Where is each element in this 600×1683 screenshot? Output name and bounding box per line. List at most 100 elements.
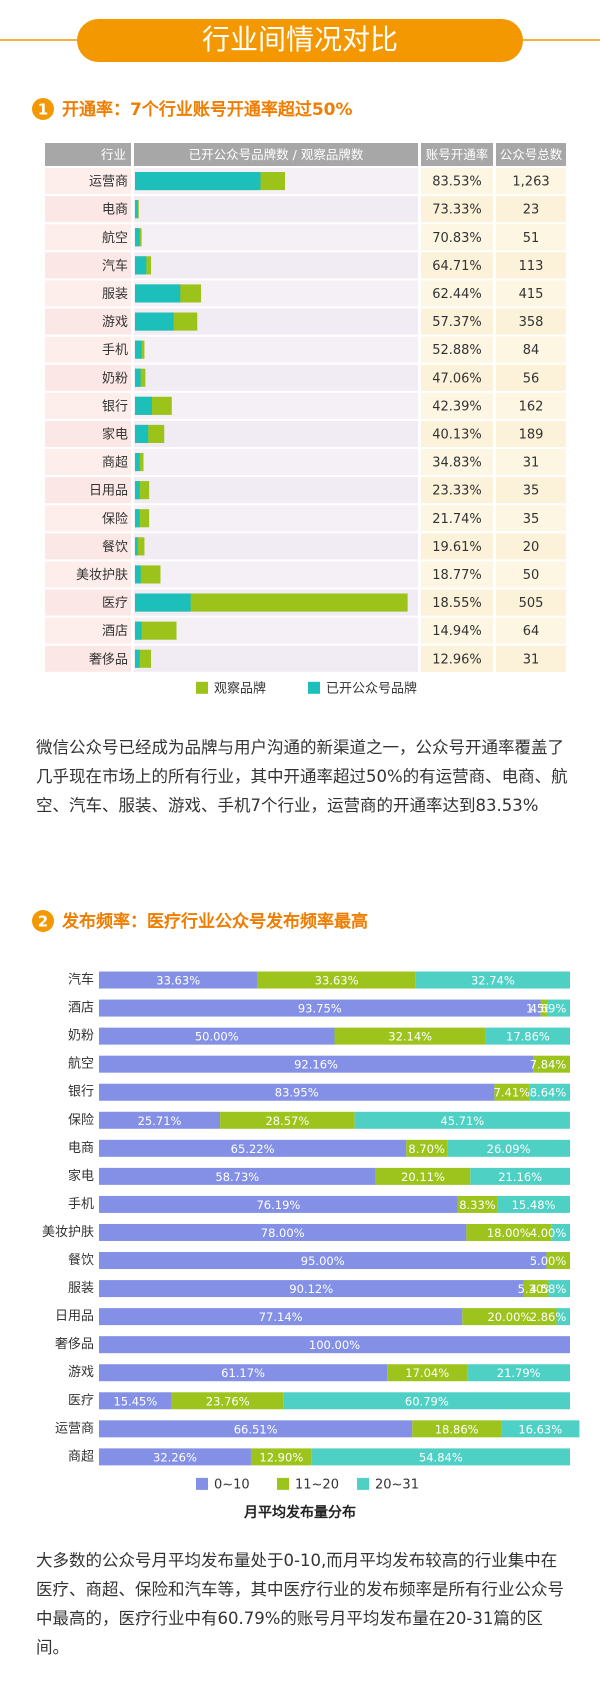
value-label: 4.00% bbox=[530, 1226, 567, 1240]
table-cell bbox=[421, 392, 493, 419]
bar-segment bbox=[375, 1167, 471, 1185]
table-cell bbox=[496, 364, 566, 391]
row-label: 商超 bbox=[102, 456, 128, 471]
table-cell bbox=[496, 449, 566, 476]
row-label: 服装 bbox=[102, 287, 128, 302]
table-cell bbox=[45, 308, 131, 335]
bar-segment bbox=[99, 1167, 376, 1185]
table-cell bbox=[496, 561, 566, 588]
table-cell bbox=[134, 252, 418, 279]
legend-label: 20~31 bbox=[375, 1477, 419, 1492]
bar bbox=[135, 621, 177, 640]
total-cell: 415 bbox=[519, 287, 544, 302]
bar-segment bbox=[547, 999, 570, 1017]
category-label: 保险 bbox=[68, 1113, 94, 1128]
bar-segment bbox=[548, 1280, 570, 1298]
value-label: 25.71% bbox=[138, 1114, 182, 1128]
value-label: 54.84% bbox=[419, 1450, 463, 1464]
row-label: 医疗 bbox=[102, 596, 128, 611]
row-label: 银行 bbox=[102, 399, 128, 414]
value-label: 2.86% bbox=[530, 1310, 567, 1324]
value-label: 66.51% bbox=[234, 1422, 278, 1436]
column-header: 公众号总数 bbox=[500, 147, 563, 162]
bar-segment bbox=[529, 1083, 570, 1101]
bar bbox=[135, 481, 140, 500]
category-label: 手机 bbox=[68, 1197, 94, 1212]
bar bbox=[135, 200, 138, 219]
total-cell: 23 bbox=[523, 203, 540, 218]
legend-swatch bbox=[196, 681, 208, 694]
table-cell bbox=[421, 589, 493, 616]
bar-segment bbox=[99, 1223, 467, 1241]
table-cell bbox=[45, 224, 131, 251]
bar-segment bbox=[220, 1111, 355, 1129]
bar bbox=[135, 228, 140, 247]
row-label: 奶粉 bbox=[102, 371, 128, 386]
category-label: 家电 bbox=[68, 1168, 94, 1184]
bar bbox=[135, 172, 261, 191]
table-cell bbox=[134, 477, 418, 504]
bar-segment bbox=[171, 1392, 284, 1410]
total-cell: 31 bbox=[523, 456, 540, 471]
table-cell bbox=[45, 280, 131, 307]
value-label: 45.71% bbox=[440, 1114, 484, 1128]
bar bbox=[135, 621, 142, 640]
row-label: 电商 bbox=[102, 203, 128, 218]
legend-label: 已开公众号品牌 bbox=[326, 680, 417, 696]
paragraph: 微信公众号已经成为品牌与用户沟通的新渠道之一，公众号开通率覆盖了几乎现在市场上的… bbox=[36, 738, 568, 815]
table-cell bbox=[496, 477, 566, 504]
rate-cell: 62.44% bbox=[432, 287, 482, 302]
value-label: 7.41% bbox=[494, 1086, 531, 1100]
value-label: 50.00% bbox=[195, 1030, 239, 1044]
section-number: 1 bbox=[38, 101, 48, 119]
bar bbox=[135, 284, 181, 303]
bar-segment bbox=[334, 1027, 486, 1045]
table-cell bbox=[45, 589, 131, 616]
legend-label: 观察品牌 bbox=[214, 680, 266, 696]
bar-segment bbox=[99, 999, 541, 1017]
row-label: 运营商 bbox=[89, 175, 128, 190]
bar bbox=[135, 368, 141, 387]
bar-segment bbox=[462, 1308, 557, 1326]
bar-segment bbox=[546, 1252, 570, 1270]
value-label: 21.79% bbox=[497, 1366, 541, 1380]
table-cell bbox=[496, 336, 566, 363]
total-cell: 64 bbox=[523, 624, 540, 639]
category-label: 酒店 bbox=[68, 1001, 94, 1016]
bar bbox=[135, 509, 140, 528]
table-cell bbox=[496, 308, 566, 335]
bar-segment bbox=[387, 1364, 468, 1382]
header-banner bbox=[77, 19, 523, 62]
value-label: 16.63% bbox=[518, 1422, 562, 1436]
header-cell bbox=[134, 143, 418, 166]
row-label: 保险 bbox=[102, 512, 128, 527]
table-cell bbox=[45, 561, 131, 588]
table-cell bbox=[496, 617, 566, 644]
rate-cell: 64.71% bbox=[432, 259, 482, 274]
legend-swatch bbox=[277, 1477, 289, 1490]
bar-segment bbox=[99, 1420, 413, 1438]
value-label: 8.33% bbox=[459, 1198, 496, 1212]
section-number: 2 bbox=[38, 913, 48, 931]
value-label: 8.64% bbox=[530, 1086, 567, 1100]
row-label: 餐饮 bbox=[102, 539, 128, 555]
table-cell bbox=[45, 505, 131, 532]
table-cell bbox=[134, 449, 418, 476]
category-label: 美妆护肤 bbox=[42, 1225, 94, 1240]
value-label: 33.63% bbox=[315, 974, 359, 988]
bar-segment bbox=[406, 1139, 448, 1157]
legend-label: 0~10 bbox=[214, 1477, 250, 1492]
value-label: 15.45% bbox=[113, 1394, 157, 1408]
table-cell bbox=[134, 224, 418, 251]
bar bbox=[135, 593, 408, 612]
rate-cell: 83.53% bbox=[432, 175, 482, 190]
rate-cell: 42.39% bbox=[432, 399, 482, 414]
value-label: 15.48% bbox=[512, 1198, 556, 1212]
value-label: 20.11% bbox=[401, 1170, 445, 1184]
category-label: 医疗 bbox=[68, 1393, 94, 1408]
value-label: 65.22% bbox=[231, 1142, 275, 1156]
value-label: 8.70% bbox=[408, 1142, 445, 1156]
category-label: 日用品 bbox=[55, 1309, 94, 1324]
column-header: 账号开通率 bbox=[426, 147, 489, 162]
rate-cell: 23.33% bbox=[432, 484, 482, 499]
